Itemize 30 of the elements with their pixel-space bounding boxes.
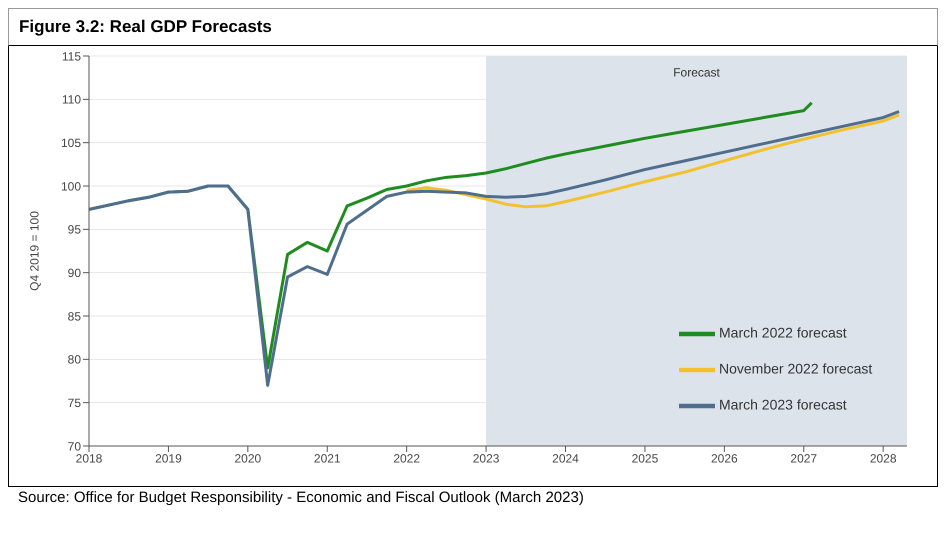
x-tick-label: 2027: [790, 452, 818, 466]
x-tick-label: 2023: [472, 452, 500, 466]
x-tick-label: 2021: [314, 452, 341, 466]
y-axis-title: Q4 2019 = 100: [27, 210, 42, 291]
x-tick-label: 2025: [632, 452, 659, 466]
y-tick-label: 90: [68, 266, 82, 280]
y-tick-label: 100: [60, 179, 82, 194]
y-tick-label: 80: [68, 352, 82, 367]
legend-label: November 2022 forecast: [719, 360, 872, 377]
x-tick-label: 2022: [393, 452, 420, 466]
x-tick-label: 2024: [552, 452, 580, 466]
source-note: Source: Office for Budget Responsibility - Economic and Fiscal Outlook (March 2023): [17, 488, 585, 508]
y-tick-label: 110: [62, 92, 82, 107]
x-tick-label: 2018: [76, 452, 103, 466]
legend-label: March 2022 forecast: [719, 324, 847, 341]
line-series: [405, 113, 901, 208]
y-tick-label: 70: [68, 439, 82, 454]
y-tick-label: 95: [68, 222, 82, 237]
x-tick-label: 2019: [155, 452, 182, 466]
line-series: [89, 110, 901, 387]
y-tick-label: 85: [68, 309, 82, 324]
y-tick-label: 115: [62, 49, 82, 64]
band-label: Forecast: [673, 66, 721, 80]
y-tick-label: 105: [60, 136, 82, 150]
y-tick-label: 75: [68, 396, 82, 410]
x-tick-label: 2028: [870, 452, 897, 466]
x-tick-label: 2020: [234, 452, 262, 466]
x-tick-label: 2026: [710, 452, 738, 466]
legend-label: March 2023 forecast: [719, 396, 847, 413]
chart-title: Figure 3.2: Real GDP Forecasts: [8, 8, 938, 46]
